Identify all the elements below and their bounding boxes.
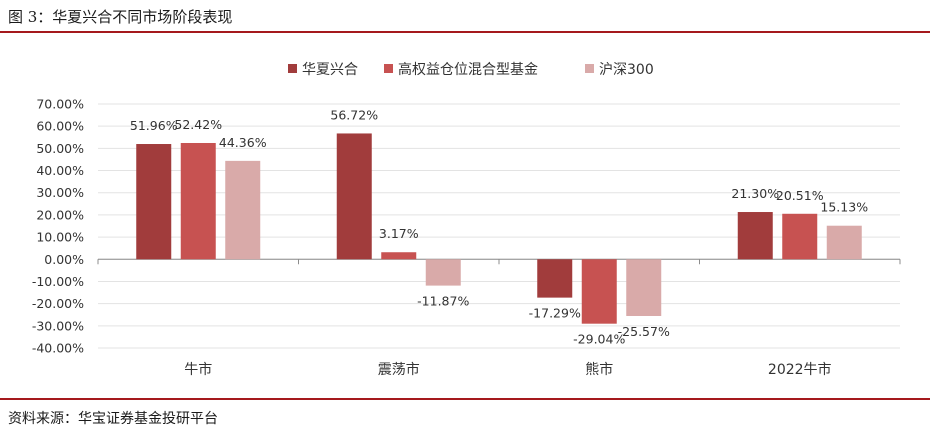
bar [737,212,773,260]
data-label: -17.29% [529,306,581,321]
label-layer: 51.96% 56.72% -17.29% 21.30% 52.42% 3.17% -29.… [130,107,868,346]
bottom-rule [0,398,930,400]
data-label: 44.36% [219,135,267,150]
bar [180,142,216,260]
bar [136,144,172,260]
legend-label: 高权益仓位混合型基金 [398,61,538,78]
data-label: 52.42% [174,117,222,132]
legend-label: 华夏兴合 [302,62,358,78]
bar-layer [136,133,862,324]
y-tick-label: -30.00% [32,318,84,333]
legend-swatch [585,64,594,73]
bar [581,259,617,324]
data-label: -11.87% [417,294,469,309]
bar [782,213,818,260]
bar [225,160,261,260]
source-note: 资料来源：华宝证券基金投研平台 [8,411,218,427]
legend-swatch [288,64,297,73]
bar [826,225,862,260]
top-rule [0,31,930,33]
data-label: 3.17% [379,226,419,241]
data-label: -25.57% [618,324,670,339]
data-label: 21.30% [731,186,779,201]
bar [425,259,461,286]
y-tick-label: -40.00% [32,341,84,356]
data-label: 56.72% [330,107,378,122]
y-tick-label: -20.00% [32,296,84,311]
y-tick-label: 70.00% [36,97,84,112]
legend-label: 沪深300 [599,62,654,78]
axis-layer: 70.00% 60.00% 50.00% 40.00% 30.00% 20.00% 10.0… [32,97,901,378]
data-label: 20.51% [776,188,824,203]
y-tick-label: 20.00% [36,207,84,222]
legend-swatch [384,64,393,73]
data-label: 15.13% [820,200,868,215]
bar [537,259,573,298]
y-tick-label: 50.00% [36,141,84,156]
y-tick-label: 60.00% [36,119,84,134]
x-category-label: 震荡市 [378,361,420,378]
x-category-label: 熊市 [585,361,613,378]
y-tick-label: 40.00% [36,163,84,178]
y-tick-label: 10.00% [36,230,84,245]
data-label: -29.04% [573,332,625,347]
x-category-label: 牛市 [184,361,212,378]
data-label: 51.96% [130,118,178,133]
legend: 华夏兴合 高权益仓位混合型基金 沪深300 [288,61,654,78]
y-tick-label: 30.00% [36,185,84,200]
bar [381,252,417,260]
y-tick-label: 0.00% [44,252,84,267]
x-category-label: 2022牛市 [768,361,832,378]
bar [336,133,372,260]
bar [626,259,662,316]
figure-title: 图 3：华夏兴合不同市场阶段表现 [8,8,233,26]
y-tick-label: -10.00% [32,274,84,289]
